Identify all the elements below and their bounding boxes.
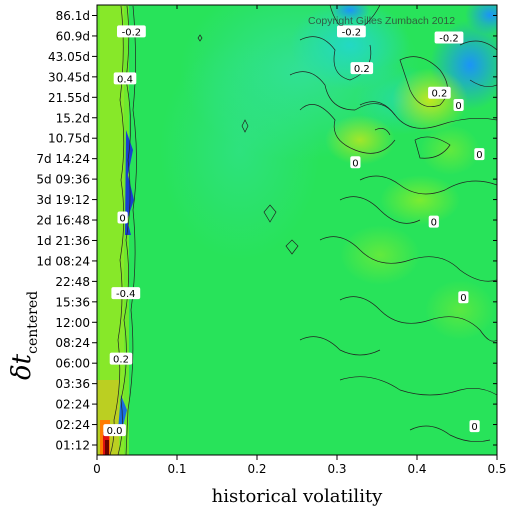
contour-label: 0 (117, 211, 128, 224)
contour-labels: -0.2 0.4 0 -0.4 0.2 0.0 -0.2 -0.2 0.2 0.2 0 0 0 0 0 0 (103, 25, 485, 437)
svg-text:δtcentered: δtcentered (7, 291, 41, 380)
contour-label: 0 (458, 291, 469, 304)
contour-label-bg (109, 352, 133, 365)
x-tick-label: 0 (93, 462, 101, 476)
contour-label-text: 0 (471, 422, 477, 433)
y-tick-label: 21.55d (48, 91, 90, 105)
y-tick-label: 10.75d (48, 132, 90, 146)
y-axis-title-sub: centered (25, 291, 41, 354)
contour-label: 0.0 (103, 424, 126, 437)
y-tick-label: 15.2d (56, 111, 90, 125)
contour-label-bg (434, 31, 464, 44)
y-tick-label: 86.1d (56, 9, 90, 23)
contour-label-text: 0.2 (354, 64, 370, 75)
contour-label-bg (113, 72, 137, 85)
contour-label-bg (337, 25, 366, 38)
contour-label-bg (103, 424, 126, 437)
contour-label-text: 0 (352, 158, 358, 169)
contour-label-text: -0.2 (342, 27, 362, 38)
x-axis-title: historical volatility (212, 486, 384, 507)
contour-label-bg (117, 25, 146, 38)
contour-label: 0.2 (428, 86, 451, 100)
contour-label-text: -0.2 (439, 33, 459, 44)
contour-label: -0.2 (434, 31, 464, 44)
contour-label-bg (428, 86, 451, 99)
contour-label-bg (111, 287, 141, 300)
y-tick-label: 15:36 (55, 295, 90, 309)
contour-label-text: 0.4 (117, 74, 133, 85)
x-tick-label: 0.4 (407, 462, 426, 476)
contour-label-text: 0 (119, 213, 125, 224)
contour-label: -0.2 (117, 25, 146, 38)
heatmap-field: -0.2 0.4 0 -0.4 0.2 0.0 -0.2 -0.2 0.2 0.2 0 0 0 0 0 0 C… (97, 5, 497, 455)
contour-label-bg (458, 291, 469, 304)
y-tick-label: 60.9d (56, 29, 90, 43)
y-tick-label: 43.05d (48, 50, 90, 64)
contour-label-text: 0 (431, 218, 437, 229)
contour-label: 0 (453, 98, 464, 112)
contour-label: 0 (469, 420, 480, 433)
contour-label: 0 (428, 215, 439, 229)
contour-label: 0.4 (113, 72, 137, 85)
contour-label-text: -0.4 (116, 289, 136, 300)
x-tick-label: 0.3 (327, 462, 346, 476)
y-tick-label: 7d 14:24 (36, 152, 90, 166)
contour-label-text: 0 (455, 101, 461, 112)
contour-label-bg (350, 156, 361, 169)
y-tick-label: 08:24 (55, 336, 90, 350)
x-tick-label: 0.2 (247, 462, 266, 476)
y-axis: 86.1d 60.9d 43.05d 30.45d 21.55d 15.2d 10.75d 7… (36, 9, 497, 453)
contour-label-bg (469, 420, 480, 433)
contour-label-text: 0.0 (107, 426, 123, 437)
contour-label-text: 0.2 (113, 355, 129, 366)
contour-label-bg (453, 98, 464, 111)
contour-label-bg (350, 62, 374, 75)
contour-label-bg (428, 215, 439, 228)
plot-frame (96, 4, 498, 456)
y-tick-label: 3d 19:12 (36, 193, 90, 207)
y-axis-title: δtcentered (7, 291, 41, 380)
y-tick-label: 1d 08:24 (36, 254, 90, 268)
contour-label-text: -0.2 (122, 27, 142, 38)
contour-label: 0.2 (109, 352, 133, 366)
y-tick-label: 12:00 (55, 316, 90, 330)
y-tick-label: 01:12 (55, 439, 90, 453)
x-axis: 0 0.1 0.2 0.3 0.4 0.5 (93, 5, 507, 476)
y-tick-label: 1d 21:36 (36, 234, 90, 248)
contour-label: -0.2 (337, 25, 366, 38)
y-tick-label: 5d 09:36 (36, 173, 90, 187)
contour-label-text: 0.2 (431, 89, 447, 100)
copyright-watermark: Copyright Gilles Zumbach 2012 (308, 15, 455, 27)
y-tick-label: 30.45d (48, 70, 90, 84)
contour-label: 0 (350, 156, 361, 169)
contour-label-text: 0 (476, 150, 482, 161)
contour-label: -0.4 (111, 287, 141, 300)
x-tick-label: 0.1 (167, 462, 186, 476)
y-tick-label: 2d 16:48 (36, 214, 90, 228)
y-tick-label: 03:36 (55, 377, 90, 391)
contour-label: 0 (474, 148, 485, 161)
contour-label-text: 0 (460, 293, 466, 304)
contour-label-bg (474, 148, 485, 161)
x-tick-label: 0.5 (487, 462, 506, 476)
y-axis-title-main: δt (7, 353, 37, 380)
y-tick-label: 02:24 (55, 398, 90, 412)
contour-label-bg (117, 211, 128, 224)
y-tick-label: 06:00 (55, 357, 90, 371)
y-tick-label: 02:24 (55, 418, 90, 432)
y-tick-label: 22:48 (55, 275, 90, 289)
contour-label: 0.2 (350, 62, 374, 75)
